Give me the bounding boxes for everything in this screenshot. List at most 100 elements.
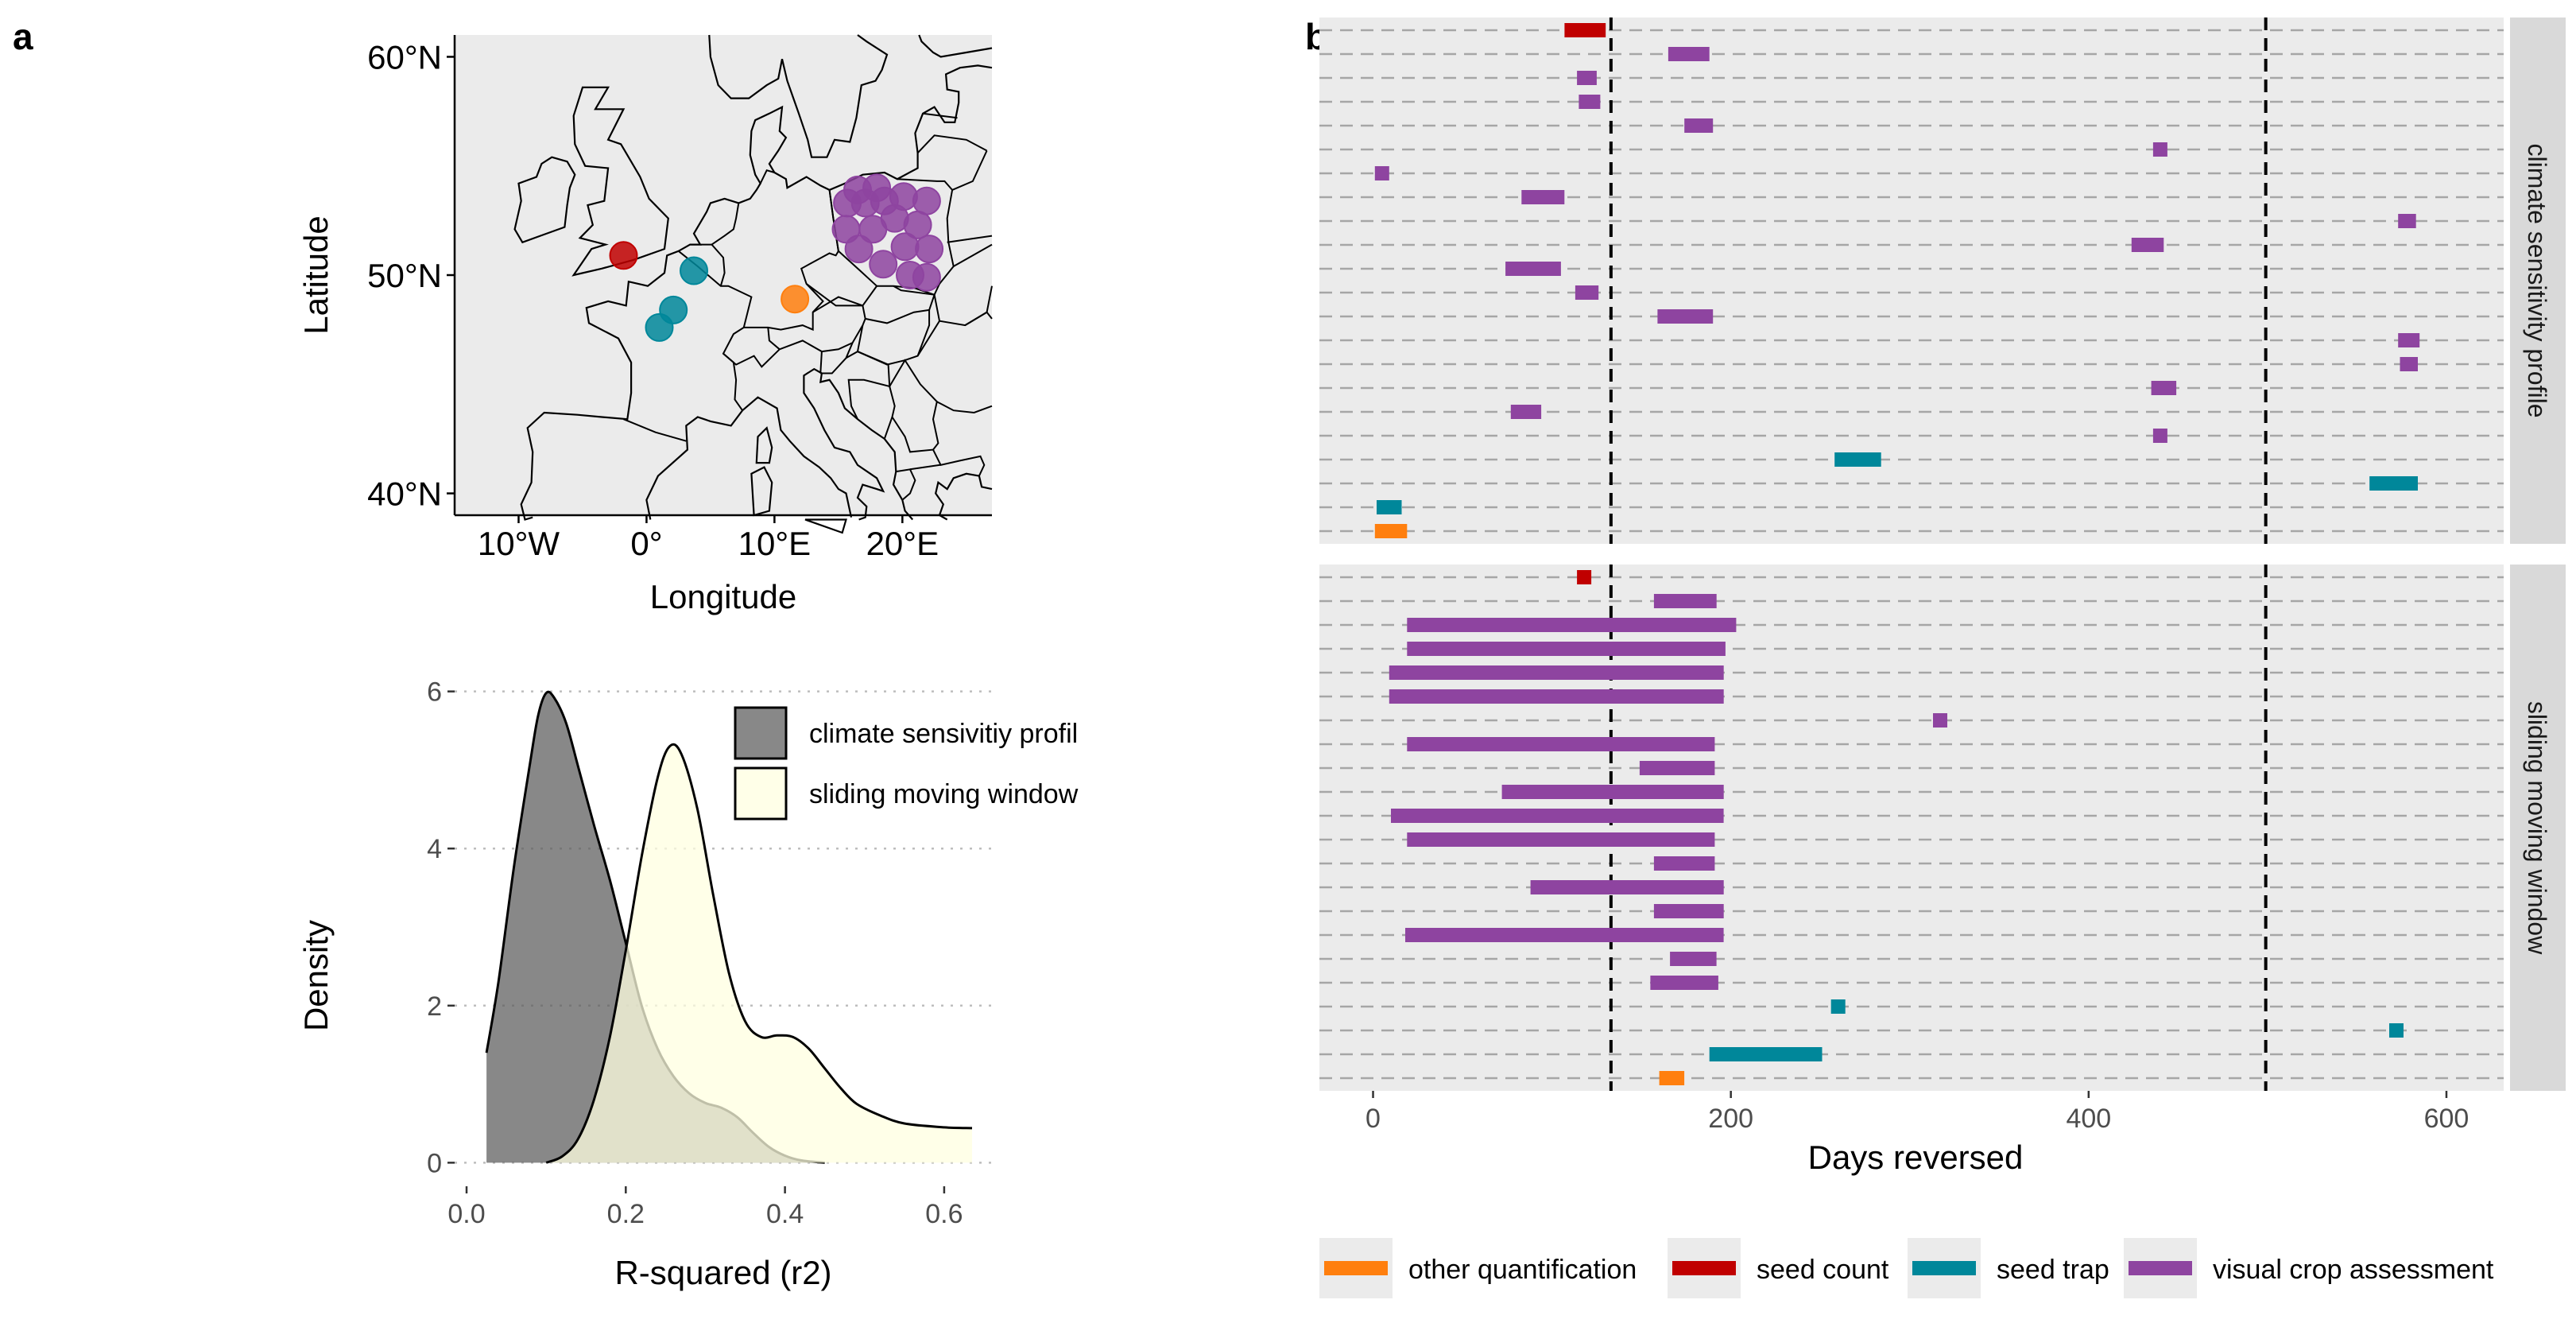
density-x-tick-label-2: 0.4 (766, 1199, 804, 1229)
facet-0-segment-19 (2369, 476, 2418, 491)
facet-1: sliding moving window (1319, 565, 2566, 1091)
map-x-axis-title: Longitude (650, 578, 797, 615)
density-y-tick-label-3: 6 (427, 677, 442, 708)
facet-1-segment-0 (1577, 570, 1592, 584)
range-x-axis-title: Days reversed (1808, 1139, 2024, 1176)
panel-letter-a: a (13, 16, 33, 57)
map-y-axis-title: Latitude (297, 215, 335, 334)
range-legend-key-2 (1912, 1261, 1976, 1275)
density-x-tick-label-3: 0.6 (925, 1199, 963, 1229)
facet-1-segment-10 (1391, 809, 1724, 823)
facet-0-segment-5 (2152, 142, 2167, 157)
map-point-18 (915, 235, 944, 264)
density-axes: 0.0 0.2 0.4 0.6 0 2 4 6 (427, 677, 963, 1229)
border-9 (865, 285, 935, 324)
border-14 (889, 359, 939, 453)
facet-1-segment-18 (1830, 999, 1846, 1014)
density-legend-key-0 (734, 706, 788, 760)
facet-strip-1 (2510, 565, 2566, 1091)
density-y-axis-title: Density (297, 920, 335, 1031)
density-legend-label-1: sliding moving window (809, 779, 1079, 809)
map-points (609, 173, 944, 342)
range-legend-label-0: other quantification (1408, 1255, 1637, 1285)
border-29 (947, 235, 993, 243)
density-panel: 0.0 0.2 0.4 0.6 0 2 4 6 climate sensivitiy prof… (297, 677, 1079, 1291)
facet-0-segment-18 (1834, 452, 1881, 467)
map-x-tick-label-3: 20°E (866, 525, 939, 562)
border-11 (820, 342, 854, 374)
facet-1-segment-4 (1389, 665, 1724, 680)
facet-1-segment-8 (1639, 761, 1715, 775)
border-2 (700, 243, 726, 286)
facet-1-segment-11 (1407, 832, 1715, 847)
range-legend-label-3: visual crop assessment (2213, 1255, 2494, 1285)
border-16 (936, 401, 993, 414)
border-4 (743, 189, 839, 332)
coastline-scandinavia (708, 34, 889, 158)
map-y-tick-label-1: 50°N (367, 257, 442, 294)
facet-0-segment-14 (2400, 357, 2418, 371)
facet-0-segment-6 (1374, 166, 1389, 180)
facet-0-segment-7 (1521, 190, 1565, 204)
facet-0-segment-17 (2152, 429, 2167, 443)
facet-0: climate sensitivity profile (1319, 17, 2566, 544)
coastline-1 (513, 156, 576, 244)
facet-0-segment-12 (1657, 309, 1714, 324)
facet-0-segment-21 (1374, 524, 1408, 538)
facet-1-segment-14 (1653, 904, 1724, 918)
map-panel: 10°W 0° 10°E 20°E 40°N 50°N 60°N Longitude Lat… (297, 34, 993, 615)
facet-0-segment-20 (1377, 500, 1402, 514)
range-axes: 0 200 400 600 (1365, 1091, 2469, 1134)
border-22 (933, 294, 940, 321)
facet-1-segment-1 (1653, 594, 1717, 608)
density-legend: climate sensivitiy profil sliding moving … (734, 706, 1079, 821)
map-point-14 (844, 235, 874, 264)
facet-0-segment-16 (1510, 405, 1542, 419)
border-19 (909, 464, 941, 471)
island-2 (804, 518, 847, 534)
facet-1-segment-16 (1670, 952, 1717, 966)
range-x-tick-label-0: 0 (1365, 1104, 1381, 1134)
island-0 (755, 426, 773, 464)
facet-1-segment-21 (1659, 1071, 1685, 1085)
border-23 (951, 150, 988, 191)
map-y-tick-label-2: 60°N (367, 38, 442, 76)
facet-0-segment-0 (1564, 23, 1606, 37)
facet-0-segment-11 (1575, 285, 1599, 300)
density-y-tick-label-0: 0 (427, 1148, 442, 1178)
facet-1-segment-3 (1407, 642, 1726, 656)
facet-0-segment-3 (1579, 95, 1601, 109)
map-point-17 (890, 232, 920, 262)
coastline-mediterranean (645, 396, 853, 520)
facet-0-segment-8 (2398, 214, 2416, 228)
border-8 (812, 296, 866, 353)
facet-1-segment-19 (2389, 1023, 2404, 1038)
facet-0-segment-9 (2131, 238, 2164, 252)
range-legend-key-0 (1324, 1261, 1388, 1275)
facet-strip-label-0: climate sensitivity profile (2523, 144, 2551, 418)
range-x-tick-label-3: 600 (2424, 1104, 2469, 1134)
density-x-tick-label-1: 0.2 (607, 1199, 645, 1229)
facet-0-segment-4 (1684, 118, 1714, 133)
density-x-axis-title: R-squared (r2) (614, 1254, 831, 1291)
coastline-continent (520, 64, 993, 521)
map-coastlines (513, 34, 993, 534)
facet-strip-label-1: sliding moving window (2523, 701, 2551, 955)
density-y-tick-label-1: 2 (427, 991, 442, 1022)
border-12 (846, 350, 891, 420)
facet-1-segment-5 (1389, 689, 1724, 704)
map-x-tick-label-2: 10°E (738, 525, 812, 562)
range-legend-key-3 (2129, 1261, 2192, 1275)
border-3 (711, 203, 740, 246)
coastline-adriatic (803, 367, 914, 521)
island-1 (750, 466, 773, 517)
facet-background-0 (1319, 17, 2504, 544)
range-legend: other quantification seed count seed trap v… (1319, 1238, 2494, 1298)
facet-1-segment-17 (1650, 976, 1718, 990)
border-26 (759, 169, 775, 184)
border-28 (953, 243, 993, 267)
facet-1-segment-6 (1933, 713, 1947, 728)
facet-1-segment-20 (1709, 1047, 1823, 1061)
facet-0-segment-10 (1505, 262, 1561, 276)
range-x-tick-label-2: 400 (2066, 1104, 2111, 1134)
